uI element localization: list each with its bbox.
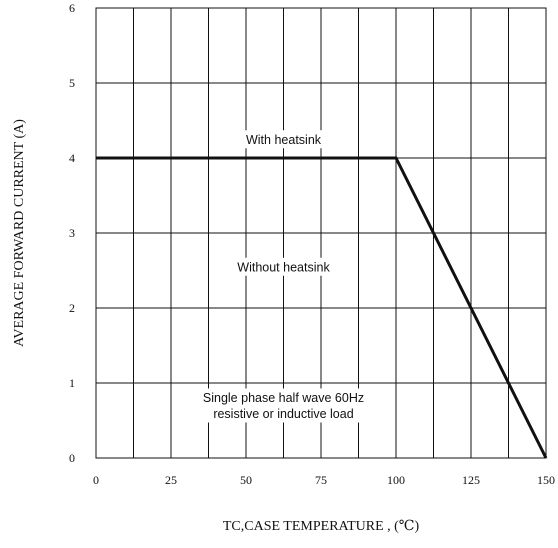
y-tick-label: 1 [69,376,75,390]
x-tick-label: 75 [315,473,327,487]
x-tick-labels: 0 25 50 75 100 125 150 [93,473,555,487]
x-tick-label: 0 [93,473,99,487]
x-tick-label: 125 [462,473,480,487]
x-axis-label: TC,CASE TEMPERATURE , (℃) [223,519,420,534]
y-tick-label: 4 [69,151,75,165]
y-tick-label: 5 [69,76,75,90]
annotation-text: resistive or inductive load [213,407,353,421]
plot-frame [95,7,547,459]
series-line [96,156,548,459]
annotation-text: Without heatsink [237,260,330,274]
y-tick-label: 3 [69,226,75,240]
y-tick-label: 6 [69,1,75,15]
annotation: With heatsink [234,130,333,149]
y-tick-labels: 0 1 2 3 4 5 6 [69,1,75,465]
annotation: Without heatsink [223,257,344,276]
annotation-text: Single phase half wave 60Hz [203,391,364,405]
x-tick-label: 50 [240,473,252,487]
y-tick-label: 2 [69,301,75,315]
x-tick-label: 150 [537,473,555,487]
annotation: Single phase half wave 60Hz resistive or … [185,388,382,423]
y-tick-label: 0 [69,451,75,465]
y-axis-label: AVERAGE FORWARD CURRENT (A) [12,119,27,347]
annotation-background [185,388,382,423]
annotation-background [234,130,333,149]
annotation-background [223,257,344,276]
x-tick-label: 25 [165,473,177,487]
x-tick-label: 100 [387,473,405,487]
annotations: With heatsink Without heatsink Single phas… [185,130,382,423]
annotation-text: With heatsink [246,133,322,147]
